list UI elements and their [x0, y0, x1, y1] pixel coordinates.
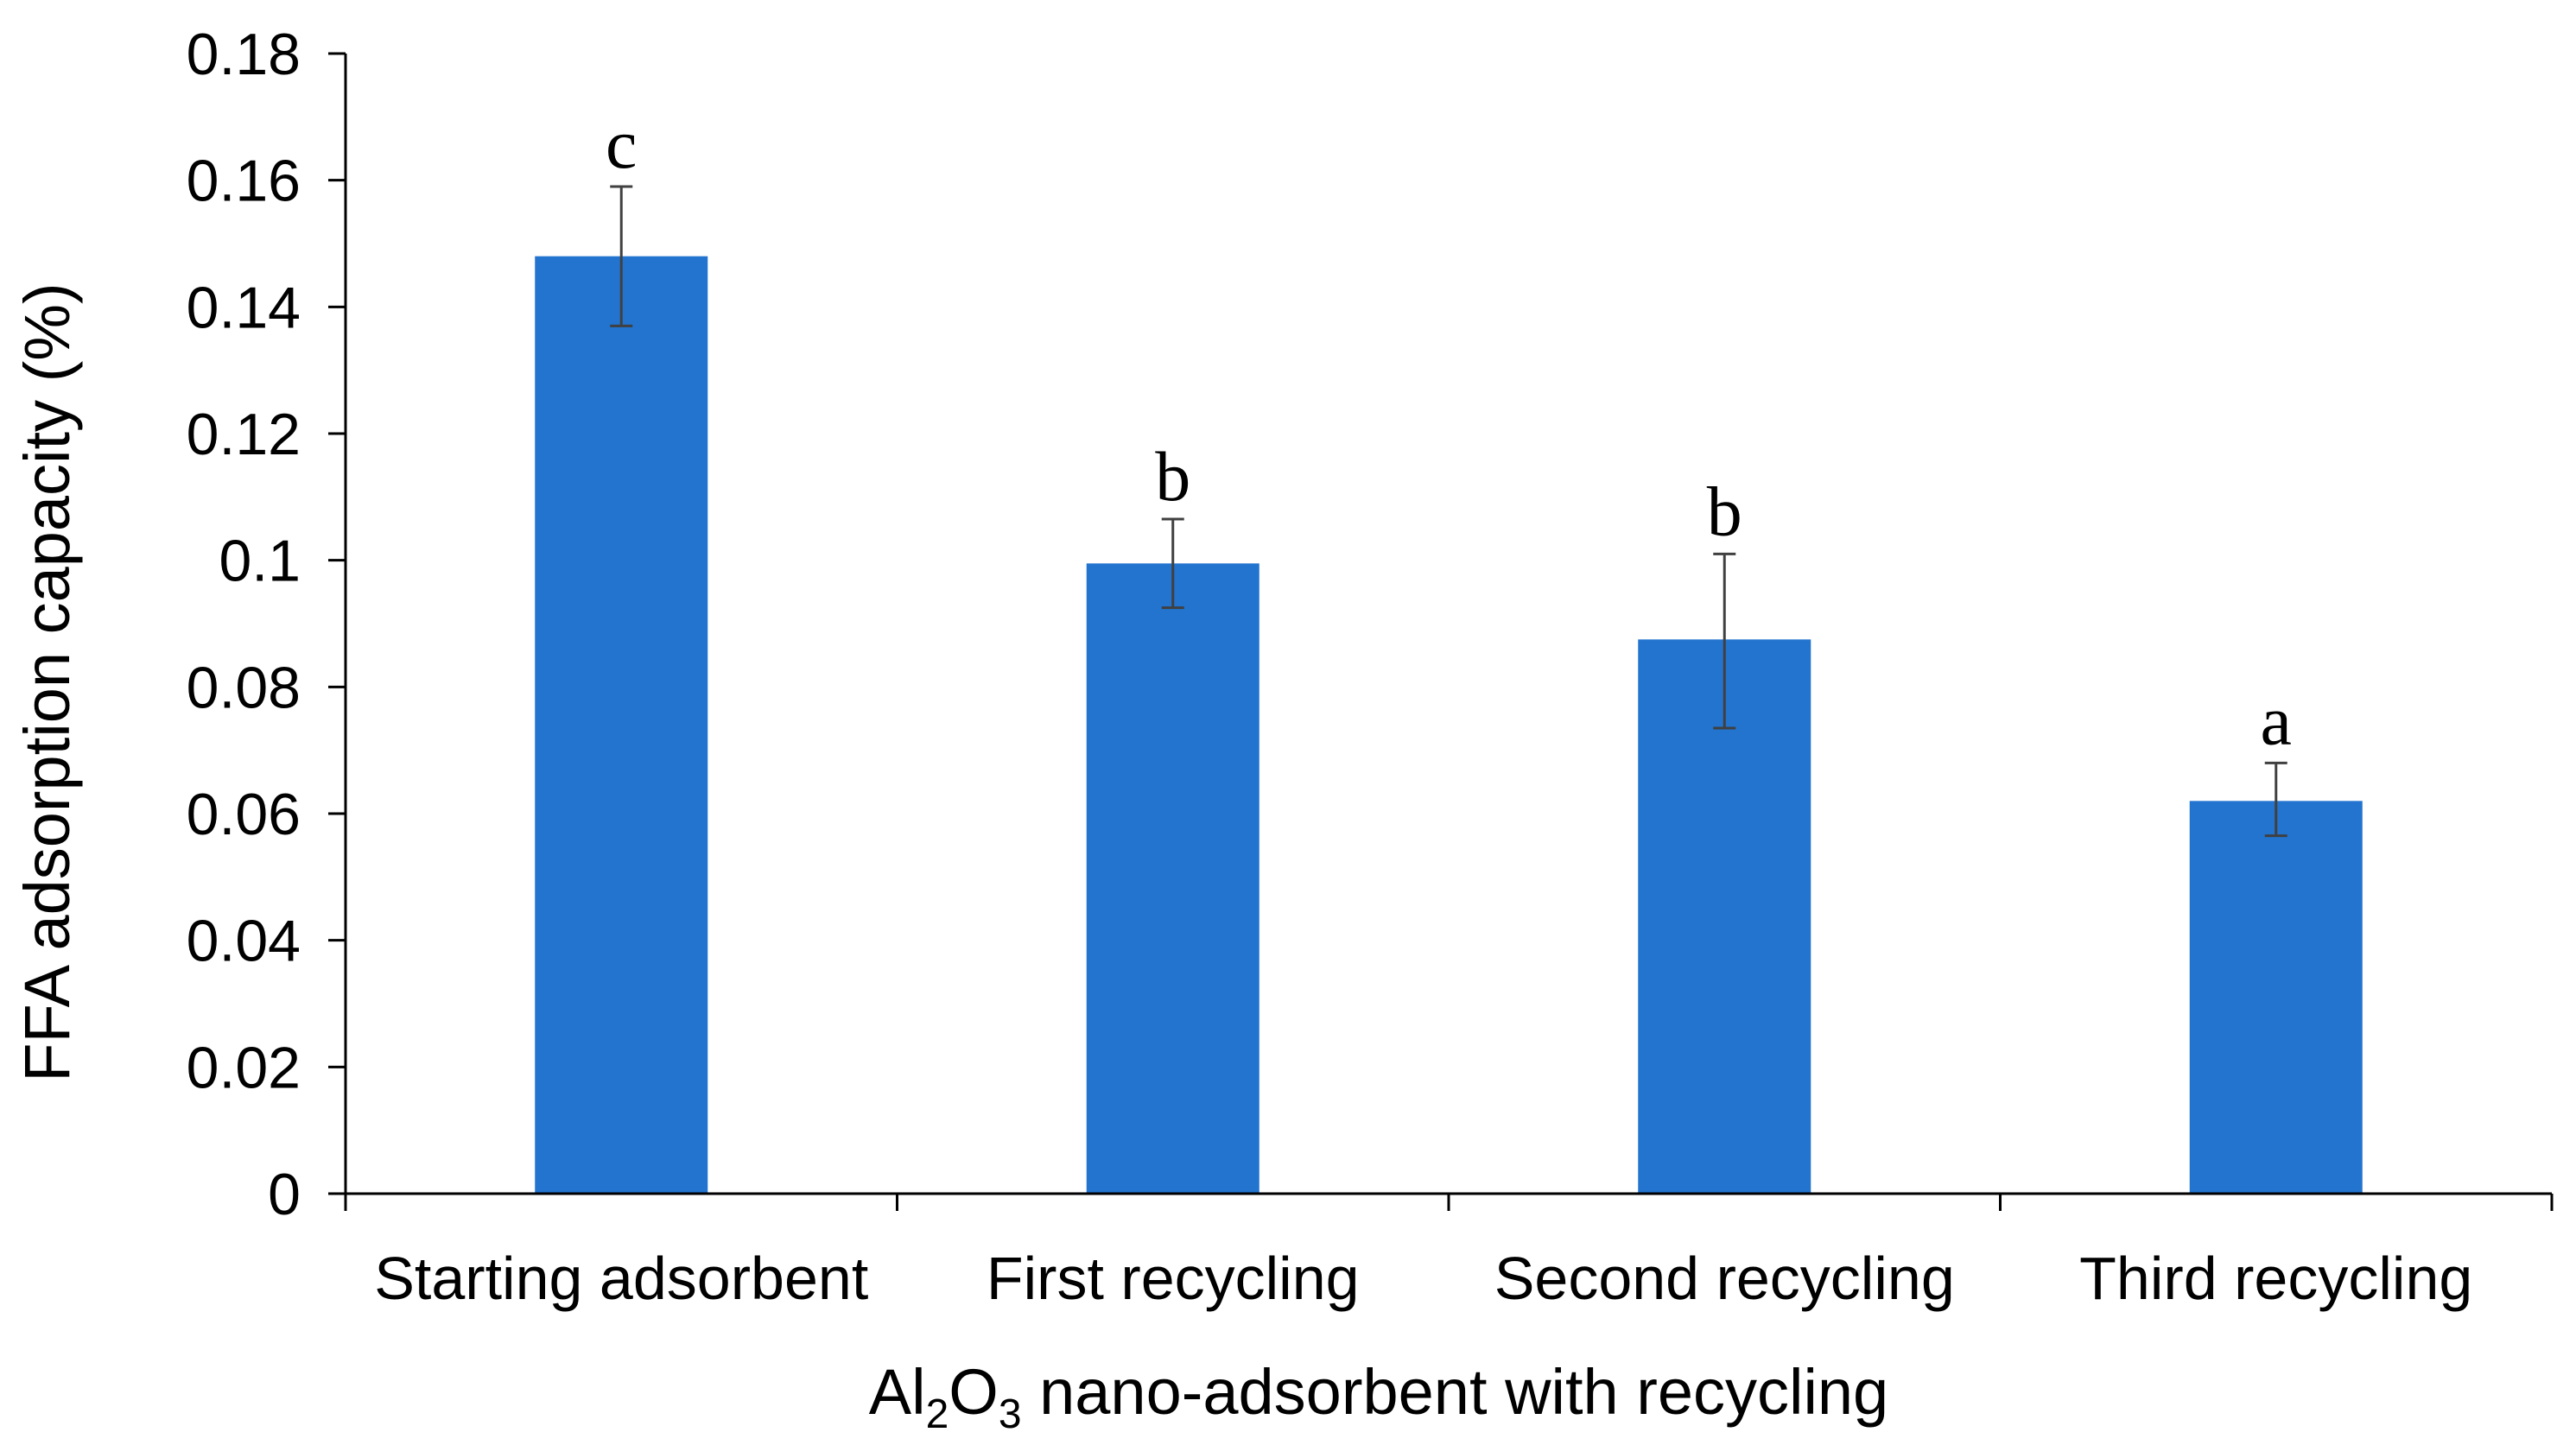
x-axis-title: Al2O3 nano-adsorbent with recycling	[869, 1356, 1888, 1437]
x-tick-label-3: Third recycling	[2079, 1245, 2472, 1312]
y-tick-label-4: 0.08	[187, 655, 301, 720]
bar-0	[535, 256, 708, 1195]
x-tick-label-0: Starting adsorbent	[374, 1245, 868, 1312]
error-bar-0	[610, 185, 633, 327]
significance-letter-2: b	[1707, 472, 1742, 550]
significance-letters-group: c b b a	[606, 105, 2292, 759]
error-bar-3	[2264, 761, 2287, 838]
x-axis-title-sub2: 3	[999, 1391, 1022, 1437]
x-axis-title-sub1: 2	[926, 1391, 949, 1437]
y-tick-label-6: 0.12	[187, 402, 301, 467]
y-tick-label-0: 0	[268, 1162, 301, 1227]
y-tick-label-2: 0.04	[187, 909, 301, 974]
significance-letter-1: b	[1155, 437, 1190, 516]
bars-group	[535, 256, 2363, 1195]
bar-1	[1086, 563, 1259, 1194]
significance-letter-3: a	[2261, 681, 2292, 759]
y-tick-label-3: 0.06	[187, 782, 301, 847]
x-axis-title-prefix: Al	[869, 1356, 926, 1428]
bar-2	[1638, 639, 1811, 1194]
y-tick-label-5: 0.1	[219, 529, 301, 594]
x-axis-title-suffix: nano-adsorbent with recycling	[1022, 1356, 1889, 1428]
y-tick-label-1: 0.02	[187, 1035, 301, 1100]
axes-group	[344, 54, 2554, 1211]
x-category-labels-group: Starting adsorbent First recycling Second …	[374, 1245, 2472, 1312]
error-bar-2	[1713, 552, 1736, 730]
y-tick-label-8: 0.16	[187, 149, 301, 214]
x-axis-title-mid: O	[949, 1356, 999, 1428]
x-tick-label-1: First recycling	[987, 1245, 1360, 1312]
x-tick-label-2: Second recycling	[1494, 1245, 1955, 1312]
y-ticks-group: 0 0.02 0.04 0.06 0.08 0.1 0.12 0.14 0.16 0.18	[187, 22, 346, 1227]
y-axis-title: FFA adsorption capacity (%)	[11, 282, 83, 1081]
y-tick-label-9: 0.18	[187, 22, 301, 87]
significance-letter-0: c	[606, 105, 637, 183]
error-bars-group	[610, 185, 2287, 838]
y-tick-label-7: 0.14	[187, 275, 301, 340]
error-bar-1	[1161, 517, 1184, 610]
bar-3	[2189, 801, 2363, 1194]
